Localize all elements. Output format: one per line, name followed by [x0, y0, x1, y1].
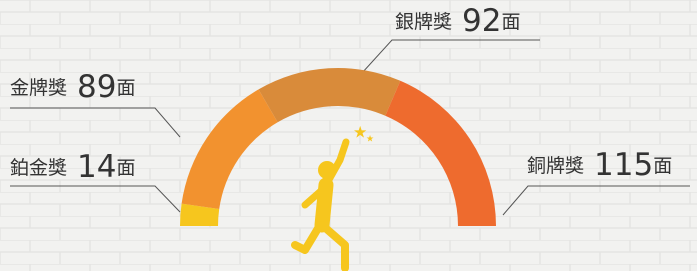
award-name: 銀牌獎 — [395, 11, 452, 33]
award-count: 14 — [77, 149, 116, 185]
award-unit: 面 — [116, 77, 135, 99]
award-unit: 面 — [116, 157, 135, 179]
award-count: 115 — [594, 147, 653, 183]
award-name: 金牌獎 — [10, 77, 67, 99]
award-unit: 面 — [501, 11, 520, 33]
svg-text:★: ★ — [342, 139, 350, 149]
infographic: ★ ★ ★ 鉑金獎14面金牌獎89面銀牌獎92面銅牌獎115面 — [0, 0, 697, 271]
award-count: 89 — [77, 69, 116, 105]
award-count: 92 — [462, 3, 501, 39]
background — [0, 0, 697, 271]
award-name: 鉑金獎 — [10, 157, 67, 179]
award-name: 銅牌獎 — [527, 155, 584, 177]
svg-text:★: ★ — [366, 135, 374, 145]
award-unit: 面 — [653, 155, 672, 177]
